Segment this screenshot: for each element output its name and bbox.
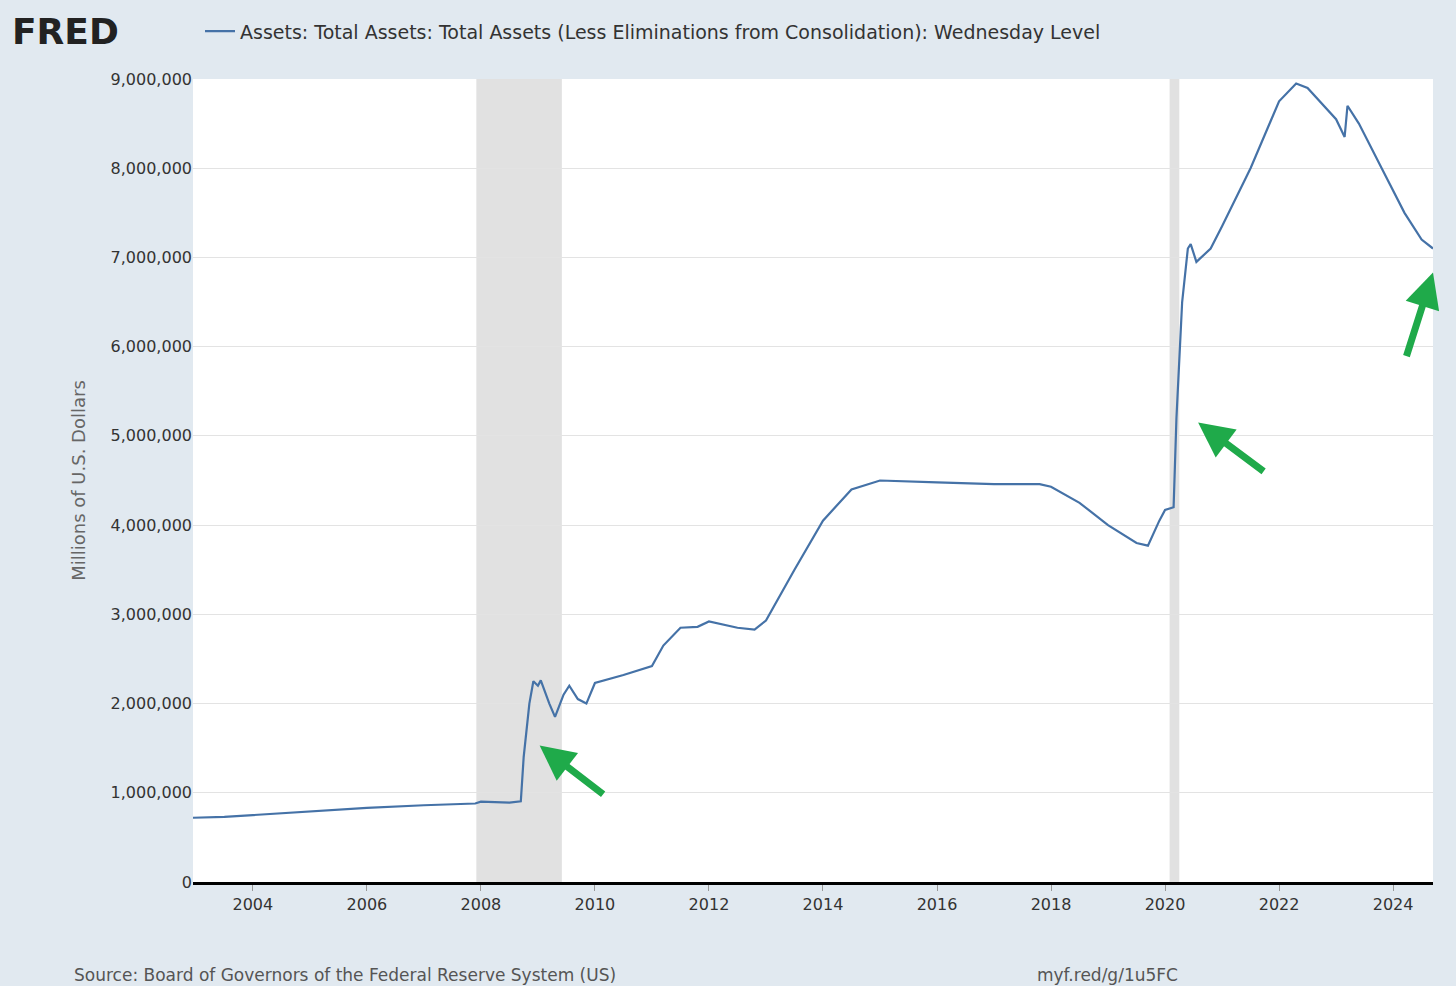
svg-text:2010: 2010 <box>575 895 616 914</box>
svg-text:7,000,000: 7,000,000 <box>111 248 192 267</box>
svg-text:FRED: FRED <box>12 11 119 52</box>
svg-text:2012: 2012 <box>689 895 730 914</box>
svg-text:2018: 2018 <box>1031 895 1072 914</box>
svg-text:0: 0 <box>182 873 192 892</box>
svg-text:1,000,000: 1,000,000 <box>111 783 192 802</box>
svg-text:5,000,000: 5,000,000 <box>111 426 192 445</box>
svg-text:2020: 2020 <box>1145 895 1186 914</box>
svg-text:4,000,000: 4,000,000 <box>111 516 192 535</box>
svg-text:2022: 2022 <box>1259 895 1300 914</box>
svg-text:9,000,000: 9,000,000 <box>111 70 192 89</box>
svg-text:2,000,000: 2,000,000 <box>111 694 192 713</box>
svg-text:2006: 2006 <box>347 895 388 914</box>
svg-text:Assets: Total Assets: Total As: Assets: Total Assets: Total Assets (Less… <box>240 20 1100 42</box>
svg-text:Millions of U.S. Dollars: Millions of U.S. Dollars <box>68 380 89 581</box>
svg-text:2014: 2014 <box>803 895 844 914</box>
svg-text:8,000,000: 8,000,000 <box>111 159 192 178</box>
svg-text:2016: 2016 <box>917 895 958 914</box>
svg-text:2024: 2024 <box>1373 895 1414 914</box>
svg-text:2004: 2004 <box>233 895 274 914</box>
svg-text:myf.red/g/1u5FC: myf.red/g/1u5FC <box>1037 965 1178 985</box>
svg-text:2008: 2008 <box>461 895 502 914</box>
svg-text:6,000,000: 6,000,000 <box>111 337 192 356</box>
svg-text:Source: Board of Governors of: Source: Board of Governors of the Federa… <box>74 965 616 985</box>
svg-text:3,000,000: 3,000,000 <box>111 605 192 624</box>
